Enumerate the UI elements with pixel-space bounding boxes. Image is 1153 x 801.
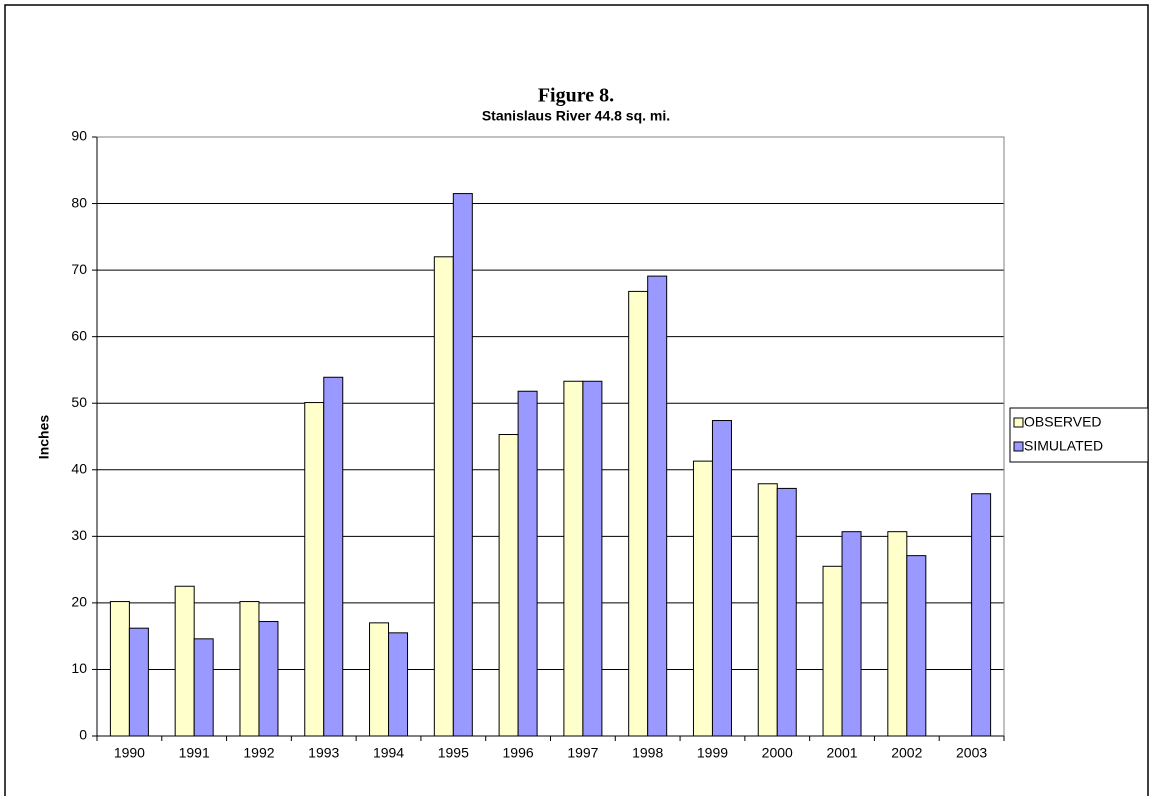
bar: [711, 420, 732, 737]
x-tick-label: 1996: [503, 745, 534, 761]
chart-subtitle: Stanislaus River 44.8 sq. mi.: [482, 108, 670, 124]
x-tick-label: 1999: [697, 745, 728, 761]
legend-label: OBSERVED: [1024, 414, 1102, 430]
y-tick-label: 40: [71, 460, 87, 476]
x-tick-label: 1998: [632, 745, 663, 761]
legend-box: [1009, 407, 1149, 463]
bar: [822, 565, 843, 737]
bar: [498, 434, 519, 737]
legend-label: SIMULATED: [1024, 438, 1103, 454]
legend-swatch: [1013, 417, 1024, 428]
bar: [563, 380, 584, 737]
bar: [109, 601, 130, 737]
y-tick-label: 0: [79, 727, 87, 743]
y-tick-label: 20: [71, 594, 87, 610]
bar: [971, 493, 992, 737]
y-tick-label: 30: [71, 527, 87, 543]
legend-swatch: [1013, 441, 1024, 452]
bar: [757, 483, 778, 737]
bar: [841, 531, 862, 737]
x-tick-label: 1997: [567, 745, 598, 761]
bar: [304, 402, 325, 737]
x-tick-label: 1990: [114, 745, 145, 761]
y-tick-label: 10: [71, 660, 87, 676]
bar: [887, 531, 908, 737]
bar: [692, 460, 713, 737]
bar: [776, 487, 797, 737]
chart-title: Figure 8.: [538, 85, 614, 107]
bar: [647, 275, 668, 737]
y-tick-label: 70: [71, 261, 87, 277]
bar: [433, 256, 454, 737]
x-tick-label: 2003: [956, 745, 987, 761]
bar: [582, 380, 603, 737]
x-tick-label: 2002: [891, 745, 922, 761]
x-tick-label: 1994: [373, 745, 404, 761]
bar: [128, 627, 149, 737]
y-tick-label: 50: [71, 394, 87, 410]
y-tick-label: 60: [71, 327, 87, 343]
bar: [369, 622, 390, 737]
bar: [388, 632, 409, 737]
x-tick-label: 1991: [179, 745, 210, 761]
bar: [517, 390, 538, 737]
bar: [174, 585, 195, 737]
bar: [258, 621, 279, 737]
y-tick-label: 90: [71, 128, 87, 144]
bar: [323, 376, 344, 737]
x-tick-label: 2000: [762, 745, 793, 761]
x-tick-label: 1995: [438, 745, 469, 761]
y-tick-label: 80: [71, 194, 87, 210]
x-tick-label: 1993: [308, 745, 339, 761]
bar: [906, 555, 927, 737]
x-tick-label: 2001: [826, 745, 857, 761]
bar: [193, 638, 214, 737]
y-axis-label: Inches: [36, 415, 52, 460]
bar: [452, 193, 473, 737]
bar: [628, 290, 649, 737]
bar: [239, 601, 260, 737]
x-tick-label: 1992: [243, 745, 274, 761]
